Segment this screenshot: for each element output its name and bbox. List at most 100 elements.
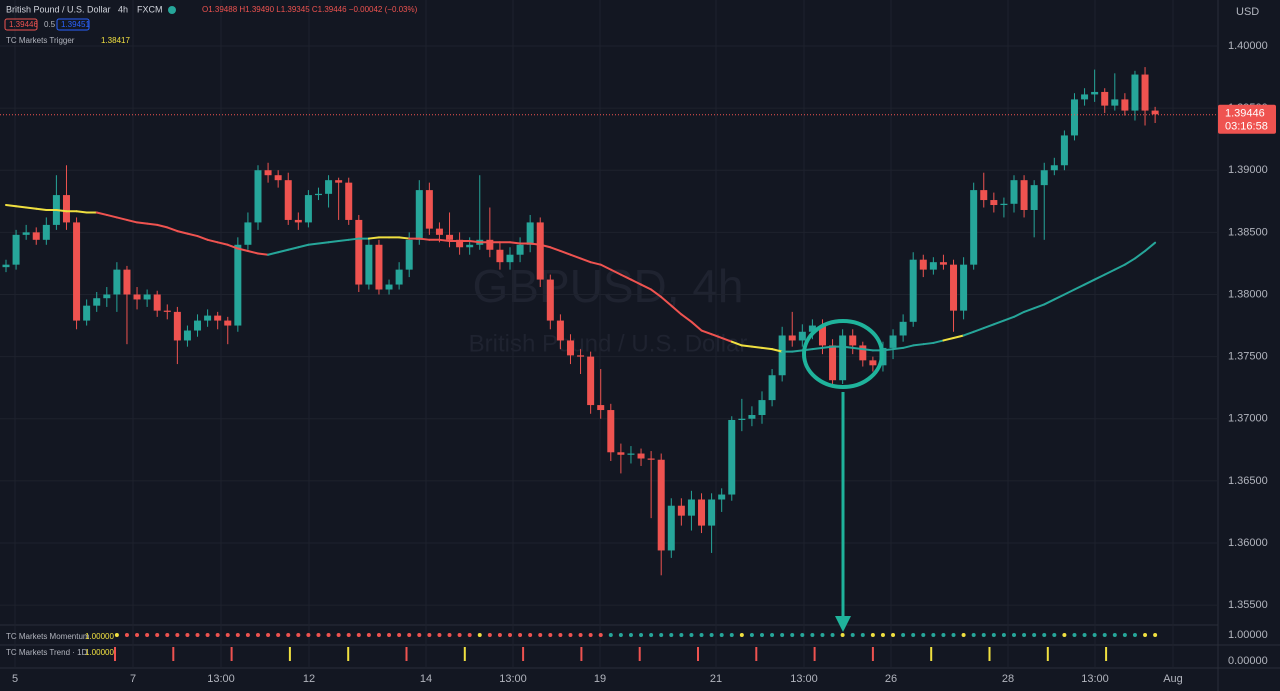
last-price-box [1218, 104, 1276, 134]
trigger-segment [1113, 263, 1126, 271]
candle-body [435, 228, 443, 235]
candle-body [415, 190, 423, 240]
candle-body [687, 499, 695, 516]
trigger-segment [1123, 257, 1136, 266]
candle-body [980, 190, 988, 201]
momentum-dot [407, 633, 412, 637]
momentum-dot [639, 633, 644, 637]
momentum-dot [1122, 633, 1127, 637]
trigger-segment [367, 236, 380, 240]
trigger-segment [337, 238, 350, 243]
symbol: British Pound / U.S. Dollar [6, 4, 111, 14]
momentum-dot [991, 633, 996, 637]
trigger-segment [257, 252, 270, 256]
momentum-dot [588, 633, 593, 637]
x-tick-label: 5 [12, 673, 18, 685]
candle-body [143, 294, 151, 300]
trigger-segment [115, 216, 128, 221]
trigger-segment [569, 253, 582, 260]
trigger-segment [841, 345, 854, 349]
trigger-segment [509, 241, 522, 245]
candle-body [1020, 180, 1028, 210]
candle-body [133, 294, 141, 300]
y-tick-label: 1.38000 [1228, 288, 1268, 300]
candle-body [405, 239, 413, 270]
exchange: FXCM [137, 4, 163, 14]
trigger-segment [559, 249, 572, 256]
momentum-dot [437, 633, 442, 637]
candle-body [829, 345, 837, 381]
trigger-segment [206, 238, 219, 244]
trigger-segment [136, 221, 149, 225]
momentum-dot [1062, 633, 1067, 637]
candle-body [708, 499, 716, 526]
trigger-segment [1063, 288, 1076, 296]
momentum-dot [114, 633, 119, 637]
momentum-dot [457, 633, 462, 637]
candle-body [617, 452, 625, 455]
candle-body [173, 311, 181, 341]
trigger-segment [609, 268, 622, 276]
trigger-segment [5, 204, 18, 208]
y-tick-label: 1.36000 [1228, 537, 1268, 549]
momentum-tick-label: 1.00000 [1228, 629, 1268, 641]
candle-body [12, 234, 20, 265]
candle-body [153, 294, 161, 311]
candle-body [919, 259, 927, 270]
momentum-dot [487, 633, 492, 637]
momentum-dot [467, 633, 472, 637]
x-tick-label: 19 [594, 673, 606, 685]
y-tick-label: 1.40000 [1228, 40, 1268, 52]
candle-body [929, 262, 937, 270]
candle-body [1070, 99, 1078, 136]
candle-body [1141, 74, 1149, 111]
trigger-segment [660, 295, 673, 307]
x-tick-label: 21 [710, 673, 722, 685]
momentum-dot [901, 633, 906, 637]
candle-body [214, 315, 222, 321]
candle-body [698, 499, 706, 526]
momentum-dot [679, 633, 684, 637]
momentum-dot [719, 633, 724, 637]
candle-body [355, 219, 363, 285]
trigger-segment [710, 333, 723, 339]
momentum-dot [1102, 633, 1107, 637]
candle-body [264, 170, 272, 176]
trigger-segment [297, 243, 310, 249]
interval: 4h [118, 4, 128, 14]
trigger-segment [821, 345, 834, 349]
candle-body [516, 244, 524, 255]
candle-body [869, 360, 877, 366]
ask: 1.39451 [61, 20, 90, 29]
countdown: 03:16:58 [1225, 121, 1268, 133]
last-price-label: 1.39446 [1225, 108, 1265, 120]
momentum-dot [1132, 633, 1137, 637]
trigger-segment [619, 273, 632, 281]
candle-body [788, 335, 796, 341]
trigger-segment [730, 340, 743, 347]
trigger-segment [771, 348, 784, 353]
momentum-dot [1042, 633, 1047, 637]
trigger-segment [125, 218, 139, 224]
highlight-ellipse [802, 319, 884, 389]
watermark-subtitle: British Pound / U.S. Dollar [469, 330, 748, 357]
momentum-dot [1052, 633, 1057, 637]
trigger-segment [720, 336, 733, 343]
trigger-segment [811, 346, 824, 351]
trigger-segment [761, 346, 774, 351]
candle-body [335, 180, 343, 183]
candle-body [577, 355, 585, 357]
momentum-dot [1092, 633, 1097, 637]
trigger-segment [186, 232, 199, 238]
momentum-dot [356, 633, 361, 637]
momentum-dot [568, 633, 573, 637]
currency[interactable]: USD [1236, 6, 1259, 18]
momentum-dot [256, 633, 260, 637]
candle-body [849, 335, 857, 346]
candle-body [113, 269, 121, 295]
trigger-segment [952, 334, 965, 339]
momentum-dot [225, 633, 230, 637]
candle-body [73, 222, 81, 321]
momentum-dot [981, 633, 986, 637]
